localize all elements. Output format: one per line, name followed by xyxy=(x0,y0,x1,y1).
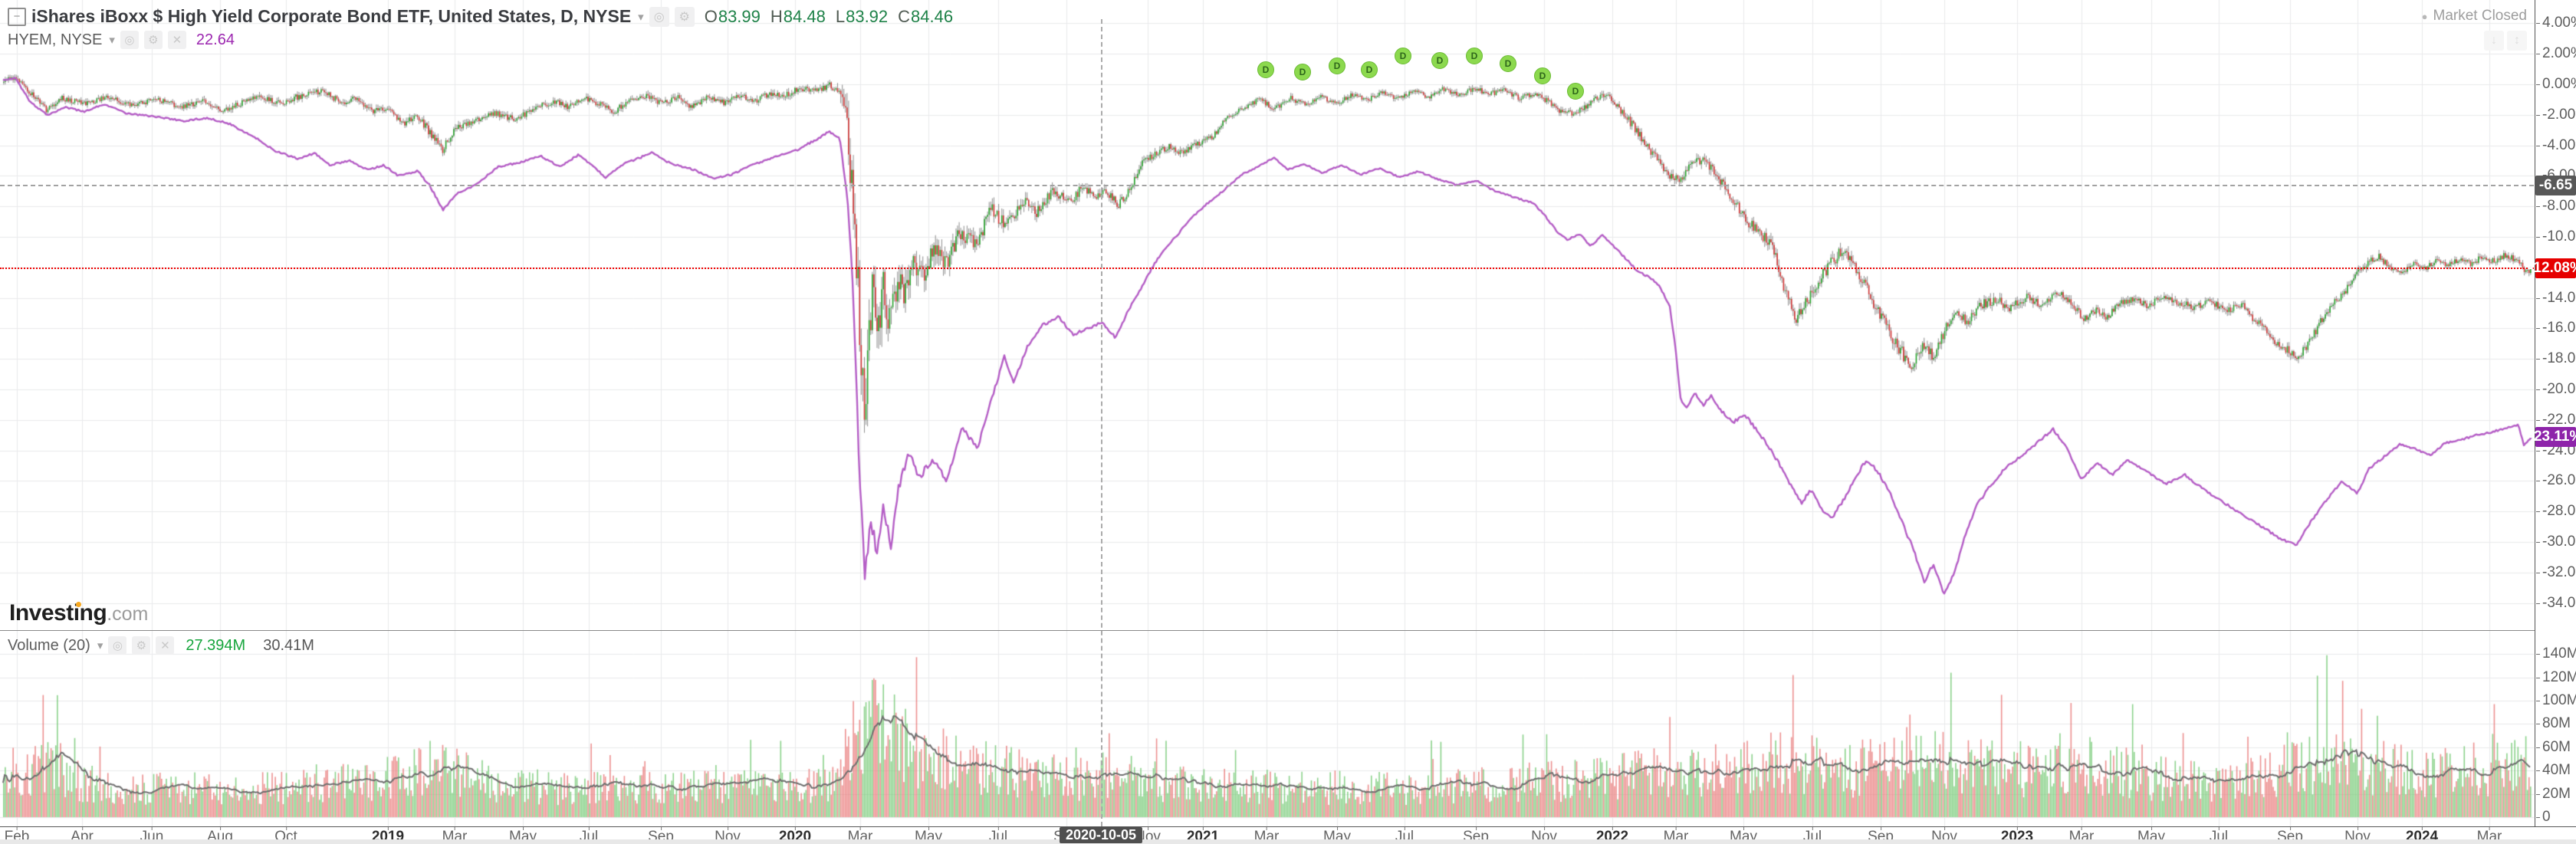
volume-tick-label: 80M xyxy=(2536,715,2571,732)
dividend-marker[interactable]: D xyxy=(1329,57,1346,75)
price-tick-label: -10.00% xyxy=(2536,228,2576,245)
eye-icon[interactable]: ◎ xyxy=(120,31,139,49)
crosshair-date-badge: 2020-10-05 xyxy=(1059,827,1143,843)
market-status-label: Market Closed xyxy=(2433,8,2528,24)
scroll-down-icon[interactable]: ↓ xyxy=(2484,31,2504,51)
volume-tick-label: 60M xyxy=(2536,738,2571,755)
close-icon[interactable]: ✕ xyxy=(156,636,175,655)
price-tick-label: -4.00% xyxy=(2535,137,2576,154)
market-status: ● Market Closed xyxy=(2422,8,2527,25)
compare-price-badge: -23.11% xyxy=(2529,426,2576,447)
price-tick-label: -20.00% xyxy=(2536,381,2576,398)
price-tick-label: -30.00% xyxy=(2536,534,2576,550)
volume-chart-canvas[interactable] xyxy=(0,631,2534,826)
price-tick-label: -2.00% xyxy=(2535,107,2576,123)
eye-icon[interactable]: ◎ xyxy=(108,636,127,655)
price-tick-label: -14.00% xyxy=(2536,290,2576,307)
volume-tick-label: 120M xyxy=(2536,669,2576,686)
gear-icon[interactable]: ⚙ xyxy=(143,31,163,49)
bottom-scroll-strip xyxy=(0,839,2576,844)
price-tick-label: 0.00% xyxy=(2536,76,2576,93)
volume-tick-label: 0 xyxy=(2536,809,2551,825)
last-price-badge: -12.08% xyxy=(2528,258,2576,279)
gear-icon[interactable]: ⚙ xyxy=(132,636,151,655)
investing-logo: Investing .com xyxy=(9,600,148,626)
volume-tick-label: 40M xyxy=(2536,762,2571,779)
gear-icon[interactable]: ⚙ xyxy=(674,6,695,27)
price-axis[interactable]: 4.00%2.00%0.00%-2.00%-4.00%-6.00%-8.00%-… xyxy=(2535,0,2576,826)
ohlc-high: H84.48 xyxy=(770,6,826,26)
dividend-marker[interactable]: D xyxy=(1294,64,1311,81)
crosshair-vertical-line xyxy=(1101,19,1102,826)
price-tick-label: -32.00% xyxy=(2536,564,2576,581)
logo-text: Investing xyxy=(9,600,107,626)
dividend-marker[interactable]: D xyxy=(1257,61,1274,79)
chevron-down-icon[interactable]: ▾ xyxy=(638,10,644,24)
dividend-marker[interactable]: D xyxy=(1500,55,1516,73)
dividend-marker[interactable]: D xyxy=(1534,67,1551,85)
main-chart-canvas[interactable] xyxy=(0,0,2534,630)
volume-last-value: 30.41M xyxy=(263,636,314,654)
price-tick-label: -28.00% xyxy=(2536,503,2576,520)
volume-tick-label: 20M xyxy=(2536,785,2571,802)
dividend-marker[interactable]: D xyxy=(1466,48,1483,65)
volume-ma-value: 27.394M xyxy=(186,636,246,654)
logo-suffix: .com xyxy=(107,603,149,625)
scroll-buttons: ↓ ↕ xyxy=(2484,31,2527,51)
symbol-title[interactable]: iShares iBoxx $ High Yield Corporate Bon… xyxy=(31,6,632,26)
last-price-line xyxy=(0,268,2534,270)
ohlc-open: O83.99 xyxy=(704,6,761,26)
dividend-marker[interactable]: D xyxy=(1395,48,1411,65)
main-legend-row: − iShares iBoxx $ High Yield Corporate B… xyxy=(8,6,953,27)
price-tick-label: -26.00% xyxy=(2536,472,2576,489)
price-tick-label: 4.00% xyxy=(2536,15,2576,31)
logo-orange-dot xyxy=(76,602,81,607)
price-tick-label: 2.00% xyxy=(2536,45,2576,62)
eye-icon[interactable]: ◎ xyxy=(649,6,669,27)
dividend-marker[interactable]: D xyxy=(1567,82,1584,100)
ohlc-close: C84.46 xyxy=(898,6,954,26)
volume-tick-label: 100M xyxy=(2536,692,2576,709)
volume-indicator-label[interactable]: Volume (20) xyxy=(8,636,90,654)
status-dot-icon: ● xyxy=(2421,10,2428,22)
dividend-marker[interactable]: D xyxy=(1361,61,1378,79)
legend-collapse-icon[interactable]: − xyxy=(8,7,26,26)
volume-legend-row: Volume (20) ▾ ◎ ⚙ ✕ 27.394M 30.41M xyxy=(8,636,314,655)
close-icon[interactable]: ✕ xyxy=(167,31,186,49)
price-tick-label: -34.00% xyxy=(2536,595,2576,612)
crosshair-price-badge: -6.65 xyxy=(2535,176,2576,196)
pane-separator[interactable] xyxy=(0,630,2576,631)
dividend-marker[interactable]: D xyxy=(1431,52,1448,70)
price-tick-label: -22.00% xyxy=(2536,412,2576,429)
price-tick-label: -16.00% xyxy=(2536,320,2576,337)
compare-last-value: 22.64 xyxy=(196,31,235,48)
price-tick-label: -8.00% xyxy=(2535,198,2576,215)
ohlc-low: L83.92 xyxy=(835,6,889,26)
scale-reset-icon[interactable]: ↕ xyxy=(2507,31,2527,51)
compare-legend-row: HYEM, NYSE ▾ ◎ ⚙ ✕ 22.64 xyxy=(8,31,235,49)
chevron-down-icon[interactable]: ▾ xyxy=(97,639,104,652)
crosshair-horizontal-line xyxy=(0,185,2534,187)
compare-symbol-label[interactable]: HYEM, NYSE xyxy=(8,31,103,48)
chevron-down-icon[interactable]: ▾ xyxy=(109,34,115,47)
price-tick-label: -18.00% xyxy=(2536,350,2576,367)
volume-tick-label: 140M xyxy=(2536,645,2576,662)
